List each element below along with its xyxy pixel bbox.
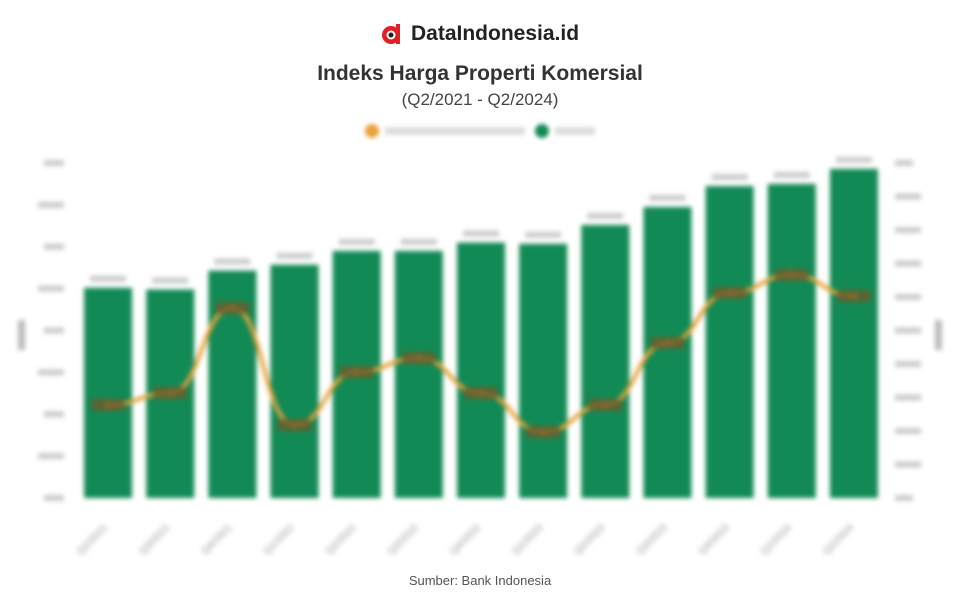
bar-data-label <box>338 238 375 245</box>
line-data-label <box>526 426 561 439</box>
line-data-label <box>153 387 188 400</box>
bar-data-label <box>525 231 562 238</box>
x-tick-label: Q4/2021 <box>200 522 235 557</box>
bar-data-label <box>711 174 748 181</box>
right-tick-label <box>895 294 921 300</box>
left-tick-label <box>38 201 64 208</box>
left-tick-label <box>38 285 64 292</box>
chart-title: Indeks Harga Properti Komersial <box>317 62 643 85</box>
line-data-label <box>650 336 685 349</box>
legend-item-bar[interactable] <box>535 124 595 138</box>
left-tick-label <box>44 411 64 418</box>
right-tick-label <box>895 327 921 334</box>
chart: Q2/2021 Q3/2021 Q4/2021 Q1/2022 Q2/2022 Q3/20… <box>18 156 942 557</box>
right-tick-label <box>895 260 921 267</box>
bar <box>84 287 133 498</box>
source-note: Sumber: Bank Indonesia <box>408 573 552 588</box>
bar-data-label <box>649 194 686 201</box>
line-data-label <box>836 289 871 302</box>
right-tick-label <box>895 227 921 233</box>
bar <box>457 242 505 498</box>
x-tick-label: Q2/2021 <box>75 522 110 557</box>
x-tick-label: Q2/2023 <box>573 522 608 557</box>
x-tick-label: Q2/2024 <box>821 522 856 557</box>
legend-item-line[interactable] <box>365 124 525 138</box>
legend-label-blurred <box>555 127 595 135</box>
line-data-label <box>712 286 747 299</box>
bar <box>829 168 878 499</box>
bar <box>705 186 754 498</box>
left-tick-label <box>44 327 64 334</box>
bar <box>581 224 630 498</box>
line-data-label <box>774 268 809 281</box>
bar-data-label <box>214 258 251 265</box>
left-tick-label <box>44 495 64 501</box>
bar-data-label <box>152 277 189 284</box>
legend-swatch <box>535 124 549 138</box>
x-tick-label: Q1/2024 <box>759 522 794 557</box>
chart-subtitle: (Q2/2021 - Q2/2024) <box>401 90 559 109</box>
right-axis-label <box>935 320 942 350</box>
brand-name: DataIndonesia.id <box>410 22 580 45</box>
x-tick-label: Q4/2022 <box>448 522 483 557</box>
right-tick-label <box>895 394 921 401</box>
right-tick-label <box>895 361 921 367</box>
line-data-label <box>401 351 436 364</box>
logo-icon <box>381 24 400 44</box>
line-data-label <box>91 398 126 411</box>
bar-data-label <box>90 275 127 282</box>
legend-label-blurred <box>385 127 525 135</box>
right-tick-label <box>895 193 921 200</box>
x-tick-label: Q3/2023 <box>635 522 670 557</box>
left-tick-label <box>38 453 64 460</box>
x-tick-label: Q1/2023 <box>510 522 545 557</box>
line-data-label <box>464 387 498 400</box>
legend <box>0 124 960 138</box>
right-tick-label <box>895 461 921 468</box>
right-tick-label <box>895 495 913 501</box>
x-tick-label: Q3/2022 <box>386 522 421 557</box>
bar-data-label <box>773 171 810 178</box>
line-data-label <box>215 302 250 315</box>
left-tick-label <box>44 160 64 166</box>
line-data-label <box>588 398 623 411</box>
bar-data-label <box>276 252 313 259</box>
bar-data-label <box>835 156 872 163</box>
right-tick-label <box>895 160 913 166</box>
line-data-label <box>277 418 312 431</box>
right-tick-label <box>895 428 921 434</box>
legend-swatch <box>365 124 379 138</box>
bar-data-label <box>463 230 499 237</box>
left-axis-label <box>18 320 25 350</box>
brand-logo: DataIndonesia.id <box>0 22 960 46</box>
left-tick-label <box>38 369 64 376</box>
left-tick-label <box>44 243 64 250</box>
x-tick-label: Q1/2022 <box>262 522 297 557</box>
bar-data-label <box>587 212 624 219</box>
bar <box>519 243 568 498</box>
bar <box>270 264 319 498</box>
bar <box>394 250 443 498</box>
x-tick-label: Q3/2021 <box>137 522 172 557</box>
bar-data-label <box>400 238 437 245</box>
x-tick-label: Q2/2022 <box>324 522 359 557</box>
line-data-label <box>339 366 374 379</box>
x-tick-label: Q4/2023 <box>697 522 732 557</box>
bar <box>767 183 816 498</box>
